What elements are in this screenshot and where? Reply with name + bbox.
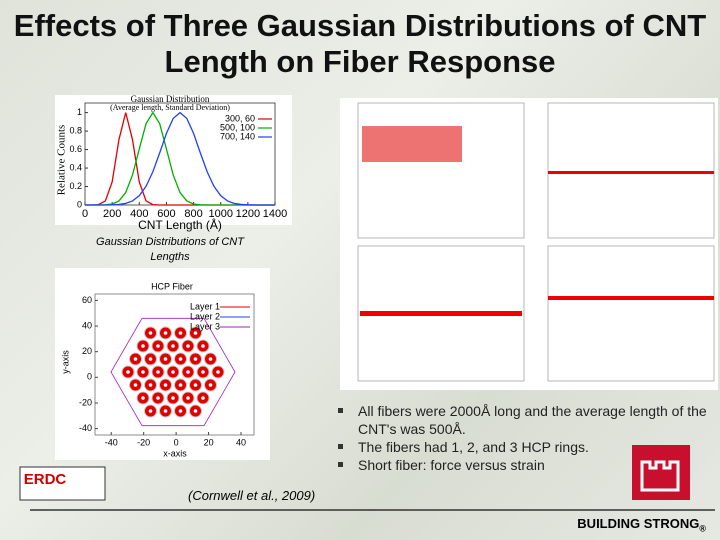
fiber-cnt-core [141,344,145,348]
y-tick-label: -40 [79,423,92,433]
fiber-cnt-core [133,383,138,387]
fiber-cnt-core [148,357,153,361]
fiber-cnt-core [193,357,198,361]
sim-data [360,311,522,316]
logo-box [19,466,106,501]
hex-outline [110,317,236,427]
fiber-cnt-core [148,331,153,335]
plot-frame [94,293,255,436]
legend-label: 500, 100 [220,122,255,132]
x-axis-label: CNT Length (Å) [138,217,222,232]
y-tick-label: 1 [77,107,82,117]
fiber-cnt-core [216,370,220,374]
fiber-cnt-core [156,344,160,348]
y-tick-label: 0.4 [69,162,82,172]
sim-data [548,296,714,300]
x-tick-label: 1200 [236,208,260,220]
y-tick-label: 0 [77,199,82,209]
x-tick-label: 0 [82,208,88,220]
y-tick-label: 0.8 [69,125,82,135]
fiber-cnt-core [186,396,190,400]
fiber-cnt-core [193,331,198,335]
fiber-cnt-core [186,344,190,348]
y-tick-label: 60 [82,295,92,305]
fiber-cnt-core [208,357,213,361]
bullet-list: All fibers were 2000Å long and the avera… [330,402,715,474]
fiber-cnt-core [163,357,168,361]
x-tick-label: 0 [174,437,179,447]
x-tick-label: 400 [130,208,148,220]
y-axis-label: y-axis [60,350,70,374]
chart-title: HCP Fiber [151,281,193,291]
fiber-cnt-core [163,383,168,387]
legend-label: Layer 1 [190,301,220,311]
citation: (Cornwell et al., 2009) [188,488,316,503]
y-tick-label: 40 [82,320,92,330]
x-tick-label: 800 [184,208,202,220]
logo-text: ERDC [24,471,67,488]
fiber-cnt-core [186,370,190,374]
y-tick-label: 0 [87,372,92,382]
fiber-cnt-core [201,370,205,374]
data-line [85,111,275,206]
fiber-cnt-core [133,357,138,361]
x-tick-label: 1400 [263,208,287,220]
fiber-cnt-core [141,396,145,400]
chart-title: Gaussian Distribution [131,94,210,104]
x-axis-label: x-axis [163,448,187,458]
fiber-cnt-core [193,383,198,387]
fiber-cnt-core [201,396,205,400]
castle-icon [640,460,680,492]
fiber-cnt-core [178,331,183,335]
fiber-cnt-core [208,383,213,387]
slide-title: Effects of Three Gaussian Distributions … [13,8,707,79]
y-tick-label: 20 [82,346,92,356]
legend-label: 300, 60 [225,113,255,123]
gaussian-panel [55,95,292,225]
fiber-cnt-core [178,409,183,413]
sim-data [362,126,462,162]
fiber-cnt-core [171,396,175,400]
legend-label: 700, 140 [220,131,255,141]
sim-data [548,171,714,174]
fiber-cnt-core [156,370,160,374]
y-tick-label: -20 [79,397,92,407]
fiber-cnt-core [148,383,153,387]
x-tick-label: 20 [204,437,214,447]
sim-plots [357,102,715,382]
fiber-cnt-core [178,357,183,361]
x-tick-label: -20 [137,437,150,447]
bullet: All fibers were 2000Å long and the avera… [330,402,715,438]
bullet: The fibers had 1, 2, and 3 HCP rings. [330,438,715,456]
chart-subtitle: (Average length, Standard Deviation) [110,103,230,112]
figure-caption: Gaussian Distributions of CNT Lengths [96,236,244,263]
fiber-cnt-core [193,409,198,413]
legend-label: Layer 3 [190,321,220,331]
fiber-cnt-core [156,396,160,400]
y-axis-label: Relative Counts [56,125,68,196]
x-tick-label: -40 [105,437,118,447]
x-tick-label: 40 [236,437,246,447]
fiber-cnt-core [126,370,130,374]
fiber-cnt-core [201,344,205,348]
y-tick-label: 0.6 [69,144,82,154]
x-tick-label: 1000 [208,208,232,220]
fiber-cnt-core [141,370,145,374]
fiber-cnt-core [178,383,183,387]
fiber-cnt-core [163,409,168,413]
fiber-cnt-core [171,344,175,348]
x-tick-label: 200 [103,208,121,220]
footer-mark: ® [699,523,706,534]
y-tick-label: 0.2 [69,181,82,191]
footer: BUILDING STRONG® [577,516,706,534]
footer-text: BUILDING STRONG [577,516,700,531]
legend-label: Layer 2 [190,311,220,321]
fiber-cnt-core [148,409,153,413]
x-tick-label: 600 [157,208,175,220]
fiber-cnt-core [171,370,175,374]
bullet: Short fiber: force versus strain [330,456,715,474]
fiber-cnt-core [163,331,168,335]
